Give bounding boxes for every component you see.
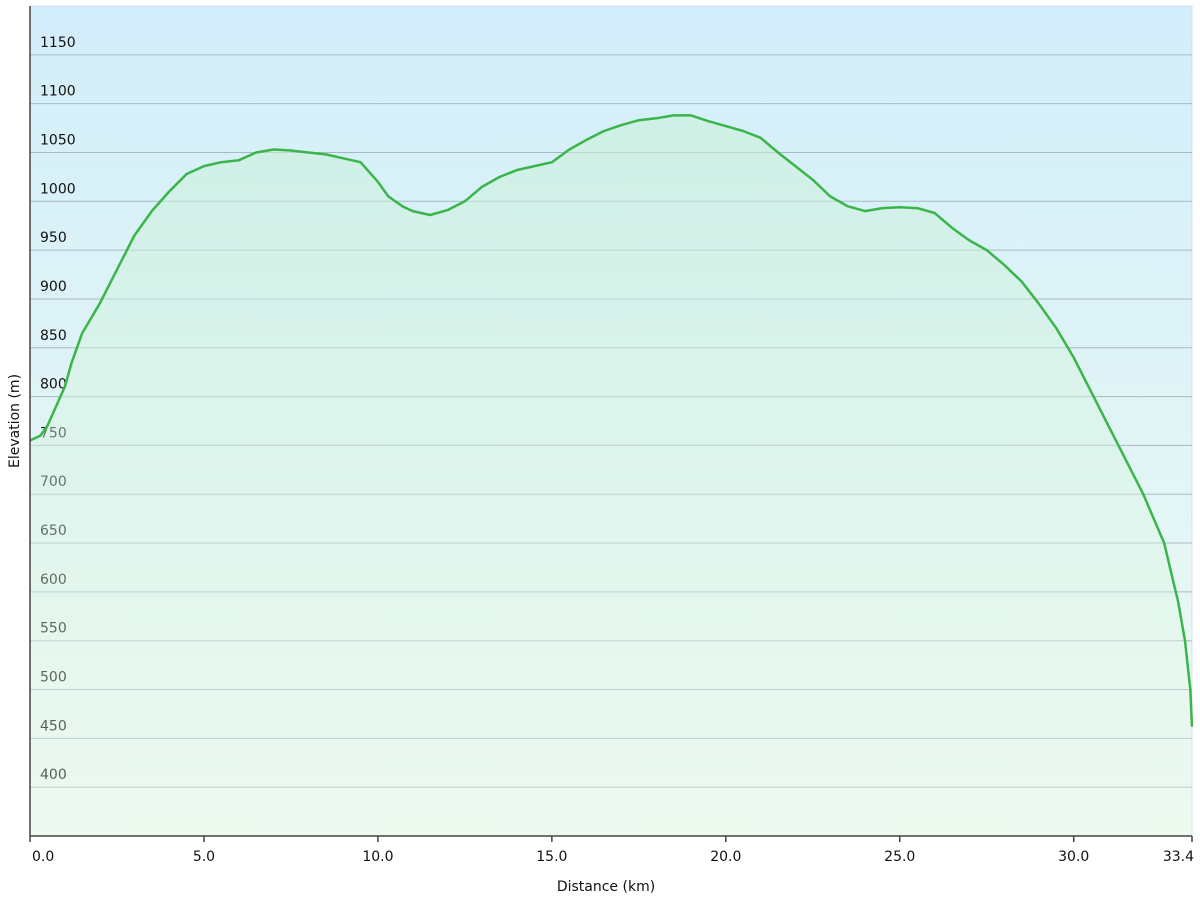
- y-tick-label: 900: [40, 279, 67, 295]
- y-tick-label: 1050: [40, 132, 76, 148]
- x-tick-label: 33.4: [1163, 849, 1194, 865]
- x-tick-label: 5.0: [193, 849, 215, 865]
- x-tick-label: 10.0: [362, 849, 393, 865]
- x-tick-label: 30.0: [1058, 849, 1089, 865]
- area-fill: [30, 115, 1192, 836]
- x-axis-title: Distance (km): [557, 879, 655, 895]
- y-tick-label: 850: [40, 328, 67, 344]
- x-tick-label: 0.0: [32, 849, 54, 865]
- y-axis-title: Elevation (m): [7, 374, 23, 468]
- x-tick-label: 25.0: [884, 849, 915, 865]
- y-tick-label: 1000: [40, 181, 76, 197]
- x-tick-label: 20.0: [710, 849, 741, 865]
- y-tick-label: 800: [40, 377, 67, 393]
- x-tick-label: 15.0: [536, 849, 567, 865]
- y-tick-label: 1150: [40, 35, 76, 51]
- y-tick-label: 950: [40, 230, 67, 246]
- elevation-line: [29, 114, 1194, 727]
- y-tick-label: 1100: [40, 84, 76, 100]
